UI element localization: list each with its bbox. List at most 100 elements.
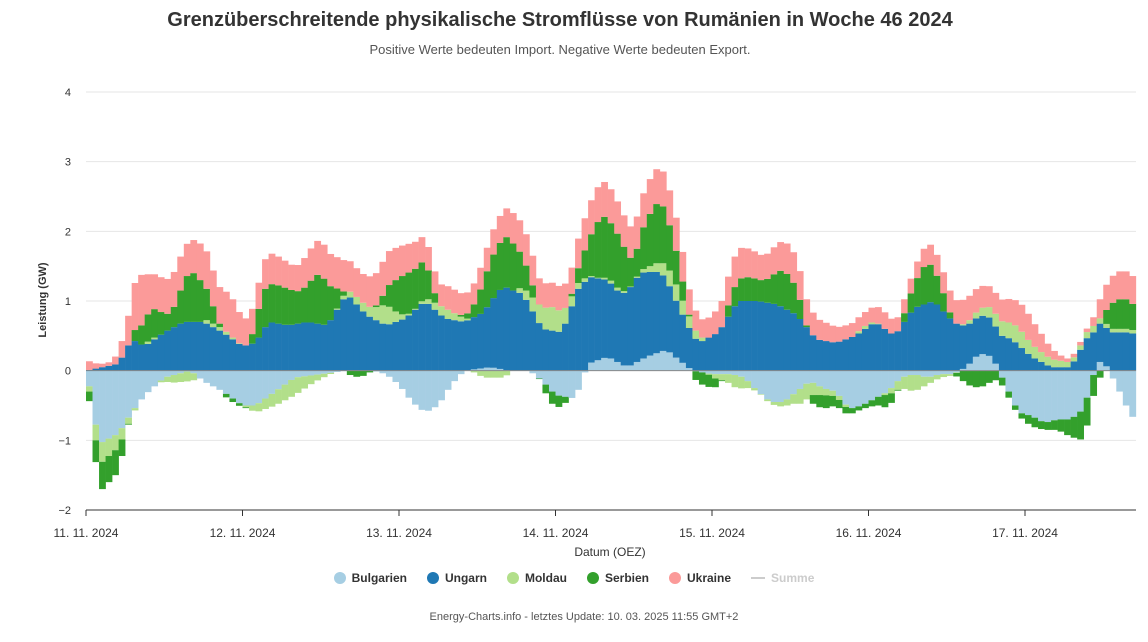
bar-moldau[interactable] [646,266,654,272]
bar-moldau[interactable] [255,403,263,412]
bar-moldau[interactable] [725,374,732,383]
bar-ungarn[interactable] [333,309,341,371]
bar-moldau[interactable] [503,370,511,376]
bar-ukraine[interactable] [842,325,850,340]
bar-moldau[interactable] [105,438,113,457]
bar-moldau[interactable] [764,399,771,402]
bar-ungarn[interactable] [1103,328,1111,367]
bar-ungarn[interactable] [1129,333,1137,371]
bar-ungarn[interactable] [431,309,439,371]
bar-ungarn[interactable] [125,345,132,371]
legend-item-ungarn[interactable]: Ungarn [426,571,487,585]
bar-bulgarien[interactable] [1051,370,1058,421]
bar-ukraine[interactable] [790,252,798,283]
bar-moldau[interactable] [855,331,863,334]
bar-moldau[interactable] [620,291,628,293]
bar-ukraine[interactable] [855,317,863,332]
bar-ungarn[interactable] [209,327,217,371]
bar-moldau[interactable] [881,393,889,396]
bar-ukraine[interactable] [268,253,276,285]
bar-ungarn[interactable] [679,314,687,363]
bar-ukraine[interactable] [653,169,661,205]
bar-bulgarien[interactable] [151,370,159,387]
bar-bulgarien[interactable] [594,360,602,371]
bar-bulgarien[interactable] [1025,370,1032,416]
bar-bulgarien[interactable] [633,361,641,371]
bar-ukraine[interactable] [281,260,289,288]
bar-moldau[interactable] [418,301,426,304]
bar-ukraine[interactable] [301,258,309,288]
bar-moldau[interactable] [672,284,680,301]
bar-moldau[interactable] [183,371,191,382]
bar-bulgarien[interactable] [640,358,648,371]
bar-ungarn[interactable] [953,323,961,371]
bar-bulgarien[interactable] [959,368,967,371]
bar-serbien[interactable] [288,289,295,325]
bar-ungarn[interactable] [888,333,895,371]
bar-ungarn[interactable] [216,330,224,371]
bar-ukraine[interactable] [477,267,485,290]
bar-ungarn[interactable] [405,315,413,371]
bar-serbien[interactable] [620,246,628,292]
bar-ungarn[interactable] [229,339,237,371]
bar-ungarn[interactable] [764,302,771,371]
bar-bulgarien[interactable] [731,370,739,376]
bar-serbien[interactable] [907,293,915,313]
bar-serbien[interactable] [412,268,419,309]
bar-ungarn[interactable] [992,326,1000,364]
bar-bulgarien[interactable] [105,370,113,439]
bar-moldau[interactable] [490,370,498,378]
bar-ukraine[interactable] [131,283,139,331]
bar-ungarn[interactable] [516,292,524,371]
bar-ungarn[interactable] [894,331,902,371]
bar-bulgarien[interactable] [907,370,915,376]
bar-ungarn[interactable] [575,288,582,371]
bar-ukraine[interactable] [196,243,204,281]
bar-bulgarien[interactable] [861,370,869,404]
bar-bulgarien[interactable] [705,370,713,374]
bar-ukraine[interactable] [1109,275,1117,303]
bar-bulgarien[interactable] [229,370,237,399]
bar-bulgarien[interactable] [333,370,341,372]
bar-moldau[interactable] [1064,361,1071,368]
bar-ukraine[interactable] [470,283,478,305]
bar-ukraine[interactable] [516,220,524,252]
bar-moldau[interactable] [222,331,230,335]
bar-serbien[interactable] [229,398,237,403]
bar-moldau[interactable] [744,381,752,389]
bar-serbien[interactable] [822,395,830,409]
bar-ungarn[interactable] [861,328,869,371]
bar-ungarn[interactable] [770,303,778,371]
bar-moldau[interactable] [379,305,387,324]
bar-moldau[interactable] [288,379,295,397]
bar-serbien[interactable] [992,370,1000,381]
bar-serbien[interactable] [875,396,882,406]
bar-bulgarien[interactable] [1070,370,1078,417]
bar-moldau[interactable] [516,288,524,293]
bar-moldau[interactable] [946,374,954,376]
bar-moldau[interactable] [692,330,700,339]
bar-ukraine[interactable] [112,356,119,365]
bar-ukraine[interactable] [692,310,700,331]
bar-bulgarien[interactable] [894,370,902,382]
legend-item-summe[interactable]: Summe [751,571,814,585]
bar-moldau[interactable] [203,320,211,324]
bar-serbien[interactable] [1011,405,1019,410]
bar-bulgarien[interactable] [666,352,674,371]
bar-moldau[interactable] [940,374,948,378]
bar-ukraine[interactable] [933,254,941,276]
bar-serbien[interactable] [353,370,361,377]
bar-bulgarien[interactable] [392,370,400,382]
bar-ukraine[interactable] [333,257,341,289]
bar-bulgarien[interactable] [744,370,752,382]
bar-bulgarien[interactable] [712,370,719,375]
bar-bulgarien[interactable] [809,370,817,383]
bar-serbien[interactable] [151,309,159,338]
bar-moldau[interactable] [483,370,491,378]
bar-ukraine[interactable] [1018,304,1026,332]
bar-moldau[interactable] [1096,318,1104,324]
bar-ungarn[interactable] [731,306,739,371]
bar-moldau[interactable] [1031,346,1039,359]
bar-ungarn[interactable] [1025,353,1032,371]
bar-ukraine[interactable] [86,361,93,370]
